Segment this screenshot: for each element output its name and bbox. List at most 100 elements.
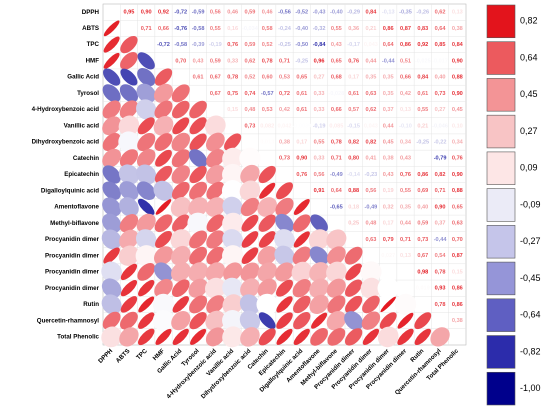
row-label: Vanillic acid bbox=[64, 122, 100, 129]
value-label: 0,61 bbox=[193, 75, 204, 81]
correlation-ellipse bbox=[120, 280, 138, 297]
value-label: 0,74 bbox=[244, 91, 256, 97]
value-label: 0,72 bbox=[279, 91, 290, 97]
correlation-ellipse bbox=[189, 117, 207, 135]
correlation-ellipse bbox=[362, 328, 380, 345]
correlation-ellipse bbox=[275, 213, 294, 233]
correlation-ellipse bbox=[276, 182, 293, 200]
correlation-ellipse bbox=[172, 214, 190, 232]
value-label: 0,32 bbox=[383, 204, 394, 210]
correlation-ellipse bbox=[155, 328, 172, 345]
value-label: 0,63 bbox=[365, 237, 376, 243]
value-label: 0,35 bbox=[400, 204, 411, 210]
value-label: 0,92 bbox=[417, 42, 428, 48]
correlation-ellipse bbox=[153, 83, 174, 103]
correlation-ellipse bbox=[119, 149, 138, 168]
value-label: -0,44 bbox=[434, 237, 448, 243]
value-label: 0,84 bbox=[417, 75, 429, 81]
correlation-ellipse bbox=[137, 198, 155, 216]
correlation-ellipse bbox=[361, 311, 381, 330]
row-label: TPC bbox=[87, 41, 100, 48]
value-label: 0,78 bbox=[227, 75, 238, 81]
value-label: 0,17 bbox=[383, 221, 394, 227]
value-label: 0,21 bbox=[365, 26, 376, 32]
value-label: 0,15 bbox=[227, 107, 238, 113]
value-label: -0,32 bbox=[313, 26, 326, 32]
correlation-ellipse bbox=[153, 180, 174, 201]
correlation-ellipse bbox=[170, 229, 192, 250]
value-label: 0,62 bbox=[435, 10, 446, 16]
correlation-ellipse bbox=[239, 294, 260, 315]
correlation-ellipse bbox=[257, 262, 277, 282]
correlation-ellipse bbox=[154, 100, 173, 119]
correlation-ellipse bbox=[102, 197, 122, 217]
correlation-ellipse bbox=[155, 149, 172, 167]
correlation-ellipse bbox=[205, 310, 226, 331]
correlation-ellipse bbox=[204, 277, 226, 299]
correlation-ellipse bbox=[138, 280, 155, 297]
correlation-ellipse bbox=[380, 296, 396, 313]
correlation-ellipse bbox=[136, 164, 157, 185]
correlation-ellipse bbox=[397, 328, 414, 346]
correlation-ellipse bbox=[222, 294, 243, 315]
value-label: -0,29 bbox=[347, 10, 360, 16]
correlation-ellipse bbox=[152, 309, 175, 332]
colorbar-label: -0,09 bbox=[520, 199, 541, 209]
correlation-ellipse bbox=[275, 197, 294, 217]
value-label: 0,54 bbox=[435, 253, 447, 259]
value-label: -0,25 bbox=[416, 140, 429, 146]
value-label: 0,42 bbox=[400, 91, 411, 97]
value-label: 0,90 bbox=[141, 10, 152, 16]
value-label: 0,63 bbox=[365, 91, 376, 97]
colorbar-label: 0,27 bbox=[520, 126, 538, 136]
correlation-ellipse bbox=[119, 100, 139, 119]
correlation-ellipse bbox=[154, 262, 173, 282]
correlation-ellipse bbox=[326, 261, 347, 283]
colorbar-label: -0,82 bbox=[520, 346, 541, 356]
value-label: 0,45 bbox=[452, 107, 463, 113]
row-label: Procyanidin dimer bbox=[45, 269, 100, 276]
value-label: 0,042 bbox=[278, 123, 292, 129]
correlation-ellipse bbox=[189, 133, 207, 151]
correlation-ellipse bbox=[172, 117, 190, 135]
value-label: 0,27 bbox=[314, 75, 325, 81]
correlation-ellipse bbox=[120, 296, 138, 313]
correlation-ellipse bbox=[189, 295, 208, 314]
value-label: 0,80 bbox=[348, 156, 359, 162]
colorbar-box bbox=[486, 41, 516, 75]
value-label: -0,13 bbox=[382, 10, 395, 16]
correlation-ellipse bbox=[293, 231, 310, 248]
value-label: 0,67 bbox=[210, 75, 221, 81]
correlation-ellipse bbox=[172, 328, 189, 345]
correlation-ellipse bbox=[293, 328, 310, 345]
row-label: Amentoflavone bbox=[54, 204, 99, 211]
value-label: 0,93 bbox=[435, 286, 446, 292]
correlation-ellipse bbox=[224, 133, 242, 151]
value-label: 0,13 bbox=[452, 10, 463, 16]
correlation-ellipse bbox=[362, 295, 380, 314]
value-label: 0,38 bbox=[279, 140, 290, 146]
value-label: 0,55 bbox=[331, 26, 342, 32]
value-label: 0,25 bbox=[348, 221, 359, 227]
column-label: ABTS bbox=[115, 348, 132, 365]
value-label: -0,72 bbox=[157, 42, 170, 48]
value-label: -0,10 bbox=[399, 123, 412, 129]
correlation-ellipse bbox=[258, 328, 276, 346]
correlation-ellipse bbox=[118, 131, 140, 153]
colorbar-label: 0,09 bbox=[520, 163, 538, 173]
correlation-ellipse bbox=[240, 278, 260, 298]
value-label: 0,61 bbox=[348, 91, 359, 97]
value-label: 0,61 bbox=[296, 91, 307, 97]
correlation-ellipse bbox=[206, 149, 225, 168]
correlation-ellipse bbox=[205, 132, 225, 152]
correlation-ellipse bbox=[189, 312, 207, 330]
value-label: 0,53 bbox=[279, 75, 290, 81]
colorbar-label: 0,45 bbox=[520, 89, 538, 99]
correlation-ellipse bbox=[136, 99, 157, 120]
correlation-ellipse bbox=[222, 277, 244, 299]
value-label: -0,26 bbox=[416, 10, 429, 16]
correlation-ellipse bbox=[101, 326, 123, 348]
value-label: 0,019 bbox=[416, 286, 430, 292]
correlation-ellipse bbox=[154, 133, 173, 151]
value-label: 0,84 bbox=[365, 10, 377, 16]
